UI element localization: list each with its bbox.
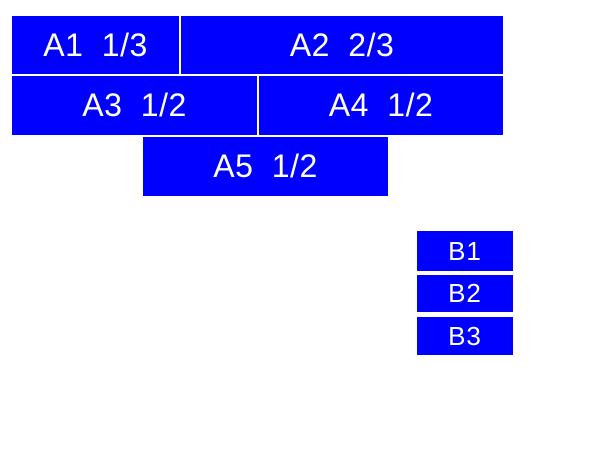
box-b1: B1 bbox=[417, 231, 513, 271]
box-a4: A4 1/2 bbox=[259, 76, 503, 135]
box-a2: A2 2/3 bbox=[181, 16, 503, 74]
box-b3: B3 bbox=[417, 317, 513, 355]
box-a5: A5 1/2 bbox=[143, 137, 388, 196]
box-a1: A1 1/3 bbox=[12, 16, 179, 74]
box-b2: B2 bbox=[417, 275, 513, 312]
box-a3: A3 1/2 bbox=[12, 76, 257, 135]
